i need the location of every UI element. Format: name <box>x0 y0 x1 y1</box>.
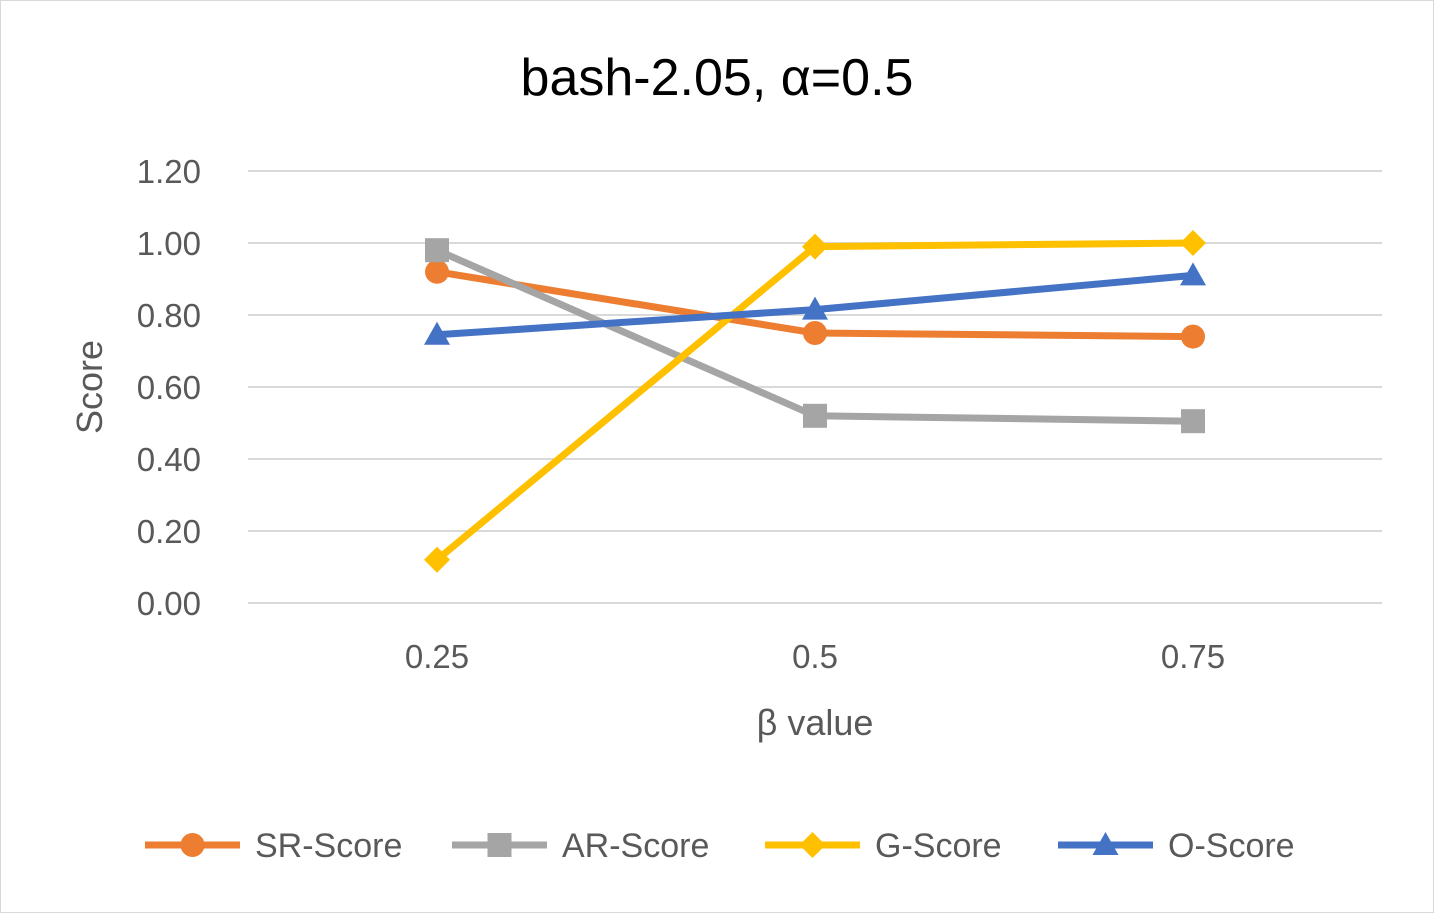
legend-item-sr-score: SR-Score <box>145 827 402 865</box>
chart-title: bash-2.05, α=0.5 <box>521 49 914 107</box>
ar-score-series <box>425 238 1205 434</box>
ar-score-point <box>425 238 449 263</box>
legend: SR-Score AR-Score G-Score O-Score <box>145 827 1295 865</box>
legend-swatch-marker <box>487 833 512 857</box>
x-axis-ticks: 0.25 0.5 0.75 <box>405 638 1225 675</box>
g-score-point <box>1180 230 1206 256</box>
ar-score-point <box>1181 409 1205 434</box>
g-score-point <box>802 233 828 260</box>
sr-score-series <box>425 259 1205 349</box>
legend-item-g-score: G-Score <box>765 827 1002 865</box>
y-tick-label: 0.40 <box>137 441 201 478</box>
legend-swatch-marker <box>799 832 826 858</box>
y-axis-ticks: 0.00 0.20 0.40 0.60 0.80 1.00 1.20 <box>137 153 201 622</box>
sr-score-point <box>425 259 449 284</box>
x-axis-title: β value <box>757 702 874 743</box>
sr-score-point <box>803 321 827 345</box>
x-tick-label: 0.5 <box>792 638 838 675</box>
legend-swatch-marker <box>1092 832 1119 855</box>
legend-label: AR-Score <box>562 827 709 865</box>
legend-label: G-Score <box>875 827 1002 865</box>
sr-score-point <box>1181 324 1205 349</box>
y-tick-label: 0.80 <box>137 297 201 334</box>
series-lines <box>424 230 1206 573</box>
x-tick-label: 0.25 <box>405 638 469 675</box>
o-score-point <box>802 296 828 320</box>
g-score-series <box>424 230 1206 573</box>
legend-label: SR-Score <box>255 827 402 865</box>
o-score-series <box>424 262 1206 345</box>
y-tick-label: 0.20 <box>137 513 201 550</box>
o-score-point <box>1180 262 1206 286</box>
y-tick-label: 0.00 <box>137 585 201 622</box>
legend-swatch-marker <box>180 833 205 857</box>
o-score-point <box>424 321 450 345</box>
y-axis-title: Score <box>69 340 110 434</box>
ar-score-point <box>803 403 827 428</box>
legend-item-o-score: O-Score <box>1058 827 1295 865</box>
legend-item-ar-score: AR-Score <box>452 827 709 865</box>
g-score-point <box>424 546 450 573</box>
legend-label: O-Score <box>1168 827 1295 865</box>
y-tick-label: 1.20 <box>137 153 201 190</box>
x-tick-label: 0.75 <box>1161 638 1225 675</box>
y-tick-label: 1.00 <box>137 225 201 262</box>
y-tick-label: 0.60 <box>137 369 201 406</box>
